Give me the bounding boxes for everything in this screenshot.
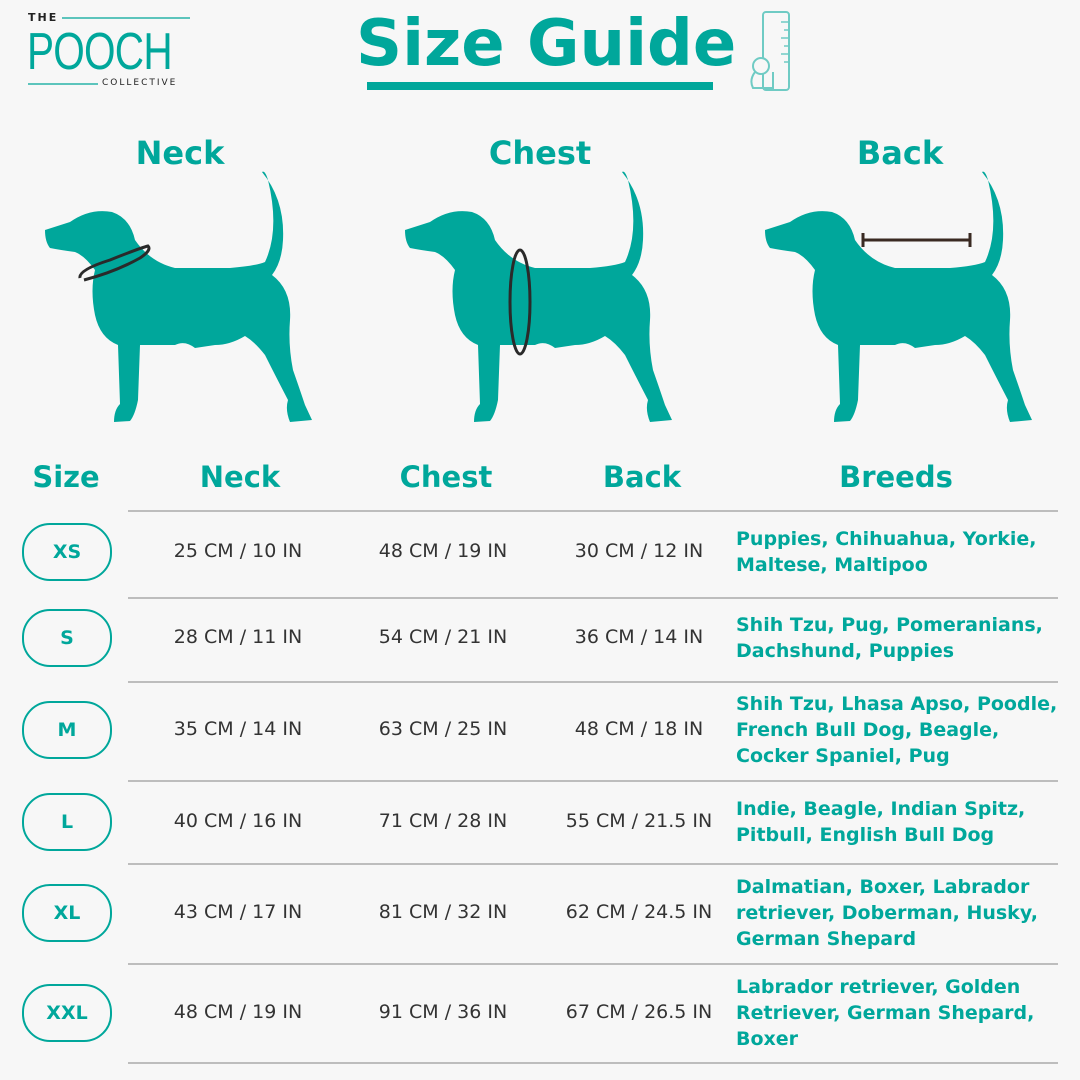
chest-value: 63 CM / 25 IN: [378, 718, 508, 740]
size-badge: XL: [22, 884, 112, 942]
size-badge: XXL: [22, 984, 112, 1042]
back-value: 55 CM / 21.5 IN: [565, 810, 713, 832]
section-title-back: Back: [856, 134, 944, 172]
row-divider: [128, 963, 1058, 965]
logo-the: THE: [28, 11, 59, 24]
size-badge: M: [22, 701, 112, 759]
chest-value: 81 CM / 32 IN: [378, 901, 508, 923]
dog-neck-silhouette: [45, 171, 312, 422]
row-divider: [128, 780, 1058, 782]
dog-back-silhouette: [765, 171, 1032, 422]
dog-illustrations: [45, 171, 1032, 422]
dog-chest-silhouette: [405, 171, 672, 422]
section-title-neck: Neck: [135, 134, 225, 172]
size-badge: S: [22, 609, 112, 667]
row-divider: [128, 681, 1058, 683]
neck-value: 48 CM / 19 IN: [173, 1001, 303, 1023]
neck-value: 28 CM / 11 IN: [173, 626, 303, 648]
neck-value: 43 CM / 17 IN: [173, 901, 303, 923]
breeds-list: Puppies, Chihuahua, Yorkie, Maltese, Mal…: [736, 528, 1037, 576]
header-neck: Neck: [199, 460, 281, 494]
size-badge: XS: [22, 523, 112, 581]
ruler-dog-icon: [750, 11, 790, 91]
breeds-list: Shih Tzu, Pug, Pomeranians, Dachshund, P…: [736, 614, 1043, 662]
title-underline: [367, 82, 713, 90]
section-title-chest: Chest: [488, 134, 592, 172]
back-value: 67 CM / 26.5 IN: [565, 1001, 713, 1023]
header-chest: Chest: [399, 460, 493, 494]
chest-value: 71 CM / 28 IN: [378, 810, 508, 832]
header-size: Size: [32, 460, 100, 494]
breeds-list: Labrador retriever, Golden Retriever, Ge…: [736, 976, 1035, 1050]
chest-value: 48 CM / 19 IN: [378, 540, 508, 562]
back-measure-marker: [861, 233, 972, 247]
logo-collective: COLLECTIVE: [102, 78, 178, 88]
row-divider: [128, 510, 1058, 512]
logo-line: [28, 83, 98, 85]
back-value: 48 CM / 18 IN: [574, 718, 704, 740]
neck-value: 40 CM / 16 IN: [173, 810, 303, 832]
size-badge: L: [22, 793, 112, 851]
breeds-list: Shih Tzu, Lhasa Apso, Poodle, French Bul…: [736, 693, 1058, 767]
breeds-list: Dalmatian, Boxer, Labrador retriever, Do…: [736, 876, 1038, 950]
page-title: Size Guide: [356, 7, 737, 81]
logo: POOCH: [27, 23, 173, 81]
back-value: 62 CM / 24.5 IN: [565, 901, 713, 923]
logo-line: [62, 17, 190, 19]
neck-value: 25 CM / 10 IN: [173, 540, 303, 562]
header-breeds: Breeds: [839, 460, 953, 494]
row-divider: [128, 597, 1058, 599]
neck-value: 35 CM / 14 IN: [173, 718, 303, 740]
row-divider: [128, 863, 1058, 865]
breeds-list: Indie, Beagle, Indian Spitz, Pitbull, En…: [736, 798, 1026, 846]
neck-measure-marker: [78, 244, 151, 282]
chest-value: 91 CM / 36 IN: [378, 1001, 508, 1023]
chest-measure-marker: [508, 248, 532, 356]
back-value: 36 CM / 14 IN: [574, 626, 704, 648]
header-back: Back: [602, 460, 682, 494]
row-divider: [128, 1062, 1058, 1064]
back-value: 30 CM / 12 IN: [574, 540, 704, 562]
chest-value: 54 CM / 21 IN: [378, 626, 508, 648]
